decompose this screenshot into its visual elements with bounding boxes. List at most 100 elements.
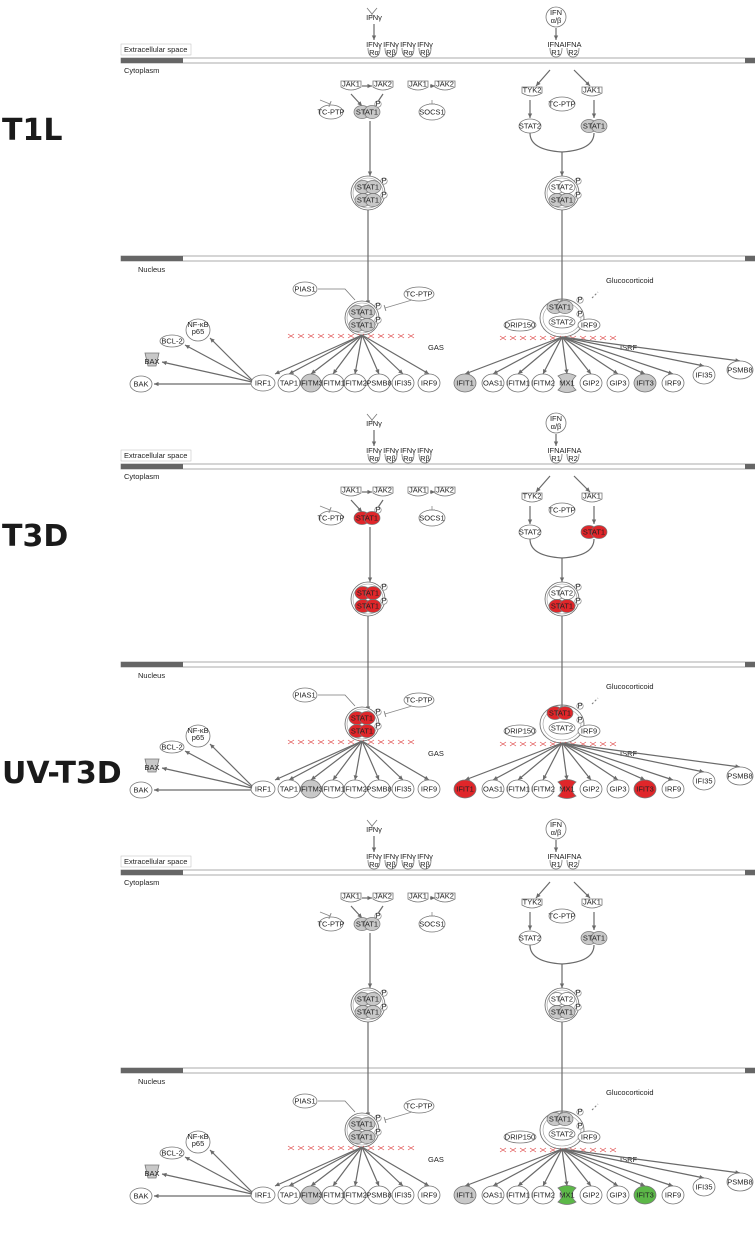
tc-ptp-cyto-right	[548, 96, 576, 112]
glucocorticoid-label: Glucocorticoid	[606, 682, 654, 691]
nuclear-membrane-right-cap	[745, 662, 755, 667]
stat1-dimer-left-bottom-b	[364, 193, 382, 207]
phosphate-icon	[576, 296, 584, 304]
gene-ifi35	[391, 779, 415, 799]
label-ifi35: IFI35	[695, 371, 712, 380]
dna-binding-site-icon	[599, 1147, 607, 1153]
edge-stat1-psmb8	[361, 1146, 380, 1187]
dna-binding-site-icon	[509, 741, 517, 747]
label-gip2: GIP2	[582, 1191, 599, 1200]
dna-binding-site-icon	[519, 335, 527, 341]
label-psmb8: PSMB8	[366, 785, 391, 794]
arrow-head-icon	[518, 1181, 523, 1186]
label-oas1: OAS1	[483, 785, 503, 794]
irf9-isgf3	[577, 318, 601, 332]
label-ifitm3: IFITM3	[299, 785, 323, 794]
label-ifngrb: IFNγ Rβ	[417, 446, 433, 463]
dna-binding-site-icon	[297, 739, 305, 745]
phosphate-label: P	[577, 1107, 582, 1116]
isgf3-dimer-bottom-b	[558, 1005, 576, 1019]
dna-binding-site-icon	[599, 741, 607, 747]
gene-irf9	[661, 779, 685, 799]
phosphate-icon	[374, 100, 382, 108]
arrow-head-icon	[275, 776, 280, 781]
gene-ifitm2	[531, 1185, 555, 1205]
arrow-head-icon	[275, 370, 280, 375]
label-jak1: JAK1	[409, 486, 427, 495]
panel-label-t1l: T1L	[2, 113, 63, 148]
tyk2-node	[521, 898, 543, 909]
arrow-head-icon	[424, 369, 429, 374]
stat1-cyto-right-b	[590, 525, 608, 539]
phosphate-label: P	[575, 190, 580, 199]
ifnar2-node	[566, 47, 580, 58]
phosphate-label: P	[375, 707, 380, 716]
label-jak2: JAK2	[374, 892, 392, 901]
dna-binding-site-icon	[387, 1145, 395, 1151]
arrow-head-icon	[430, 489, 435, 495]
gene-gip3	[606, 373, 630, 393]
arrow-head-icon	[430, 895, 435, 901]
stat2-isgf3	[548, 1127, 576, 1141]
label-ifngra: IFNγ Rα	[400, 446, 416, 463]
jak1-alpha	[581, 86, 603, 97]
label-ifngra: IFNγ Rα	[366, 446, 382, 463]
gene-ifit1	[453, 779, 477, 799]
pias1-edge	[318, 288, 356, 301]
compartment-extracellular: Extracellular space	[124, 451, 187, 460]
edge-arrow	[161, 767, 253, 789]
label-ifitm2: IFITM2	[531, 379, 555, 388]
phosphate-label: P	[375, 99, 380, 108]
phosphate-label: P	[575, 988, 580, 997]
merge-edge	[529, 538, 595, 559]
gene-psmb8	[367, 779, 391, 799]
ifngr-alpha-2	[401, 47, 415, 58]
tc-ptp-cyto-left	[318, 510, 344, 526]
label-psmb8: PSMB8	[727, 772, 752, 781]
label-nf-kb_2: p65	[192, 1139, 205, 1148]
edge-isgf3-ifit1	[464, 336, 563, 375]
gene-ifitm2	[531, 779, 555, 799]
ifng-ligand-icon	[366, 819, 378, 830]
tc-ptp-nuc	[403, 1098, 435, 1114]
label-bak: BAK	[133, 1192, 148, 1201]
label-ifngra: IFNγ Rα	[366, 40, 382, 57]
label-ifi35: IFI35	[394, 379, 411, 388]
gene-irf9	[417, 1185, 441, 1205]
label-ifnab_1: IFN	[550, 8, 562, 17]
edge-inhibition	[319, 99, 331, 105]
label-irf1: IRF1	[255, 1191, 271, 1200]
pias1-node	[292, 281, 318, 297]
gene-ifit3	[633, 779, 657, 799]
arrow-head-icon	[371, 35, 377, 40]
nfkb-node	[185, 318, 211, 342]
pias1-edge	[318, 1100, 356, 1113]
inhibition-icon	[383, 1116, 387, 1124]
bak-node	[129, 781, 153, 799]
phosphate-label: P	[375, 1127, 380, 1136]
arrow-head-icon	[613, 1181, 618, 1186]
edge-arrow	[161, 1173, 253, 1195]
arrow-head-icon	[185, 751, 190, 756]
phosphate-label: P	[381, 176, 386, 185]
plasma-membrane	[120, 869, 755, 876]
label-ifngra: IFNγ Rα	[366, 852, 382, 869]
arrow-head-icon	[398, 369, 403, 374]
gene-ifit3	[633, 373, 657, 393]
compartment-extracellular-box	[120, 855, 192, 868]
gene-ifitm3	[300, 373, 322, 393]
gene-mx1	[557, 373, 577, 393]
phosphate-label: P	[381, 582, 386, 591]
arrow-head-icon	[559, 171, 565, 176]
edge-stat1-psmb8	[361, 334, 380, 375]
arrow-head-icon	[367, 83, 372, 89]
label-drip150: DRIP150	[505, 727, 535, 736]
jak1-left	[340, 486, 362, 497]
label-ifi35: IFI35	[394, 1191, 411, 1200]
label-stat2: STAT2	[519, 528, 541, 537]
edge-isgf3-mx1	[561, 336, 568, 375]
label-stat2: STAT2	[551, 724, 573, 733]
label-bax: BAX	[144, 1169, 159, 1178]
label-irf1: IRF1	[255, 785, 271, 794]
plasma-membrane-right-cap	[745, 870, 755, 875]
